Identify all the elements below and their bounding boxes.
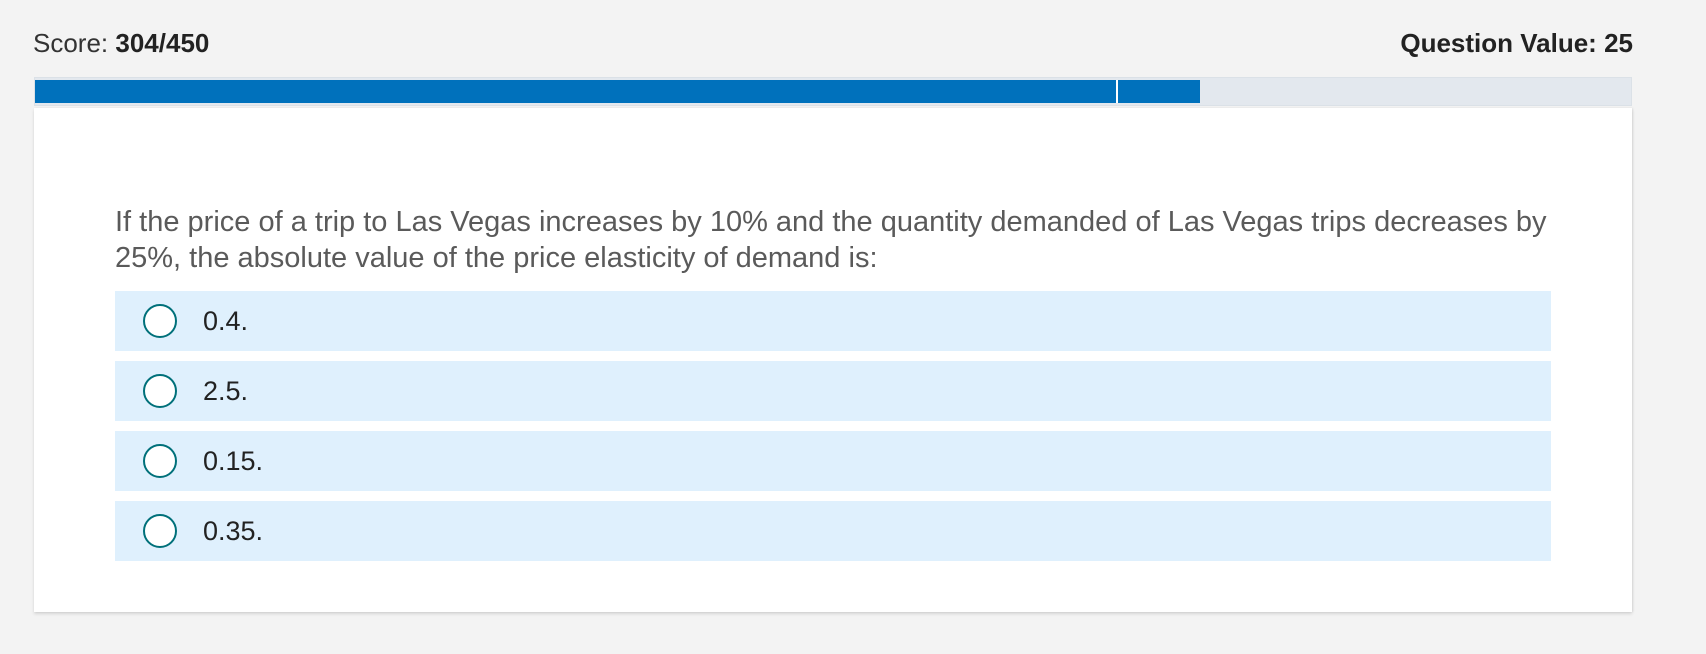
- answer-options: 0.4. 2.5. 0.15. 0.35.: [115, 291, 1551, 571]
- question-value: Question Value: 25: [1400, 28, 1633, 58]
- radio-button[interactable]: [143, 304, 177, 338]
- answer-option-label: 0.4.: [203, 305, 249, 336]
- answer-option[interactable]: 2.5.: [115, 361, 1551, 421]
- question-card: If the price of a trip to Las Vegas incr…: [34, 108, 1632, 612]
- answer-option[interactable]: 0.4.: [115, 291, 1551, 351]
- progress-fill: [35, 80, 1201, 103]
- radio-button[interactable]: [143, 374, 177, 408]
- radio-button[interactable]: [143, 514, 177, 548]
- score-value: 304/450: [115, 28, 210, 58]
- answer-option-label: 0.15.: [203, 445, 264, 476]
- score-label: Score:: [33, 28, 116, 58]
- progress-segment-divider: [1116, 80, 1119, 103]
- answer-option[interactable]: 0.15.: [115, 431, 1551, 491]
- progress-bar: [34, 77, 1632, 106]
- answer-option[interactable]: 0.35.: [115, 501, 1551, 561]
- answer-option-label: 2.5.: [203, 375, 249, 406]
- radio-button[interactable]: [143, 444, 177, 478]
- answer-option-label: 0.35.: [203, 515, 264, 546]
- question-text: If the price of a trip to Las Vegas incr…: [115, 206, 1547, 274]
- score-display: Score: 304/450: [33, 28, 209, 59]
